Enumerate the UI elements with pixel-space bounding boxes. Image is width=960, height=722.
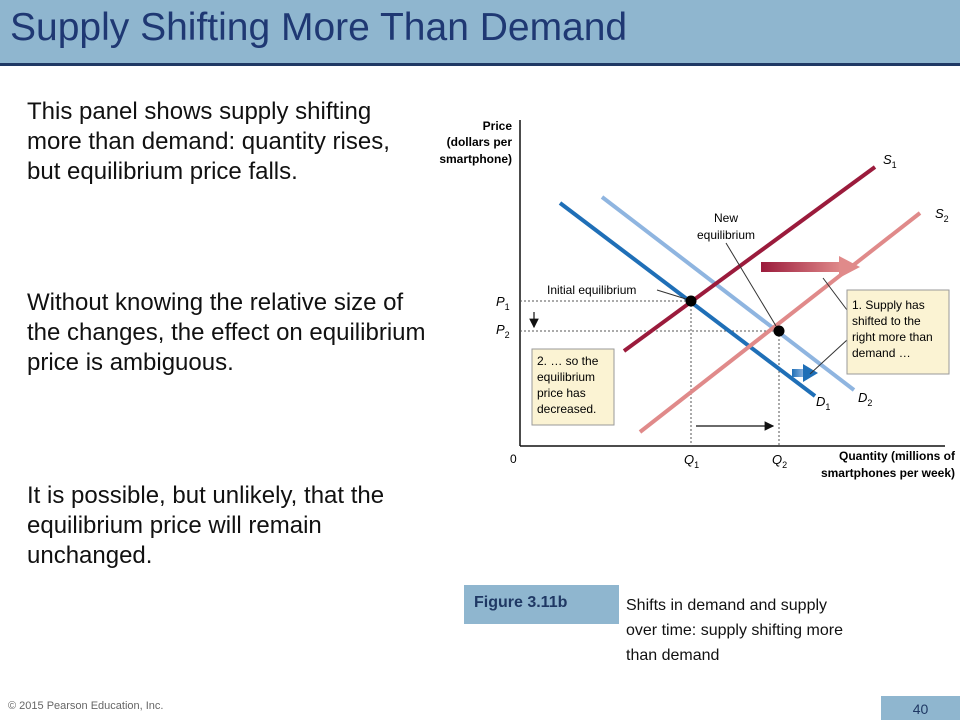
- initial-equilibrium-label: Initial equilibrium: [547, 283, 636, 297]
- new-equilibrium-leader: [725, 242, 777, 327]
- paragraph-1: This panel shows supply shifting more th…: [27, 98, 390, 185]
- callout-2-line-4: decreased.: [537, 402, 596, 416]
- callout-2-box: [531, 348, 615, 426]
- copyright-notice: © 2015 Pearson Education, Inc.: [8, 700, 164, 712]
- title-bar: Supply Shifting More Than Demand: [0, 0, 960, 66]
- origin-label: 0: [510, 452, 517, 466]
- new-equilibrium-label-line-2: equilibrium: [697, 228, 755, 242]
- q2-tick-label: Q2: [772, 452, 787, 470]
- initial-equilibrium-point: [685, 295, 697, 307]
- d2-label: D2: [858, 390, 872, 408]
- callout-2-line-3: price has: [537, 386, 586, 400]
- supply-curve-s1: [622, 165, 877, 353]
- demand-curve-d2: [600, 195, 856, 392]
- callout-2-line-2: equilibrium: [537, 370, 595, 384]
- d1-label: D1: [816, 394, 830, 412]
- figure-caption: Shifts in demand and supply over time: s…: [626, 597, 843, 664]
- callout-1-leader-b: [809, 339, 848, 375]
- initial-equilibrium-leader: [656, 289, 687, 300]
- callout-1-line-3: right more than: [852, 330, 933, 344]
- y-axis-label-line-1: Price: [483, 119, 513, 133]
- callout-1-box: [846, 289, 950, 375]
- supply-curve-s2: [638, 211, 922, 434]
- figure-label: Figure 3.11b: [464, 585, 619, 624]
- y-axis-label-line-2: (dollars per: [447, 135, 513, 149]
- p2-tick-label: P2: [496, 322, 510, 340]
- slide-title: Supply Shifting More Than Demand: [10, 6, 628, 49]
- callout-1-line-1: 1. Supply has: [852, 298, 925, 312]
- new-equilibrium-label-line-1: New: [714, 211, 738, 225]
- q1-tick-label: Q1: [684, 452, 699, 470]
- p1-tick-label: P1: [496, 294, 510, 312]
- paragraph-3: It is possible, but unlikely, that the e…: [27, 482, 385, 569]
- callout-2-line-1: 2. … so the: [537, 354, 599, 368]
- page-number: 40: [881, 696, 960, 720]
- new-equilibrium-point: [773, 325, 785, 337]
- y-axis-label-line-3: smartphone): [439, 152, 512, 166]
- callout-1-line-2: shifted to the: [852, 314, 921, 328]
- s2-label: S2: [935, 206, 949, 224]
- supply-shift-arrow: [761, 256, 860, 278]
- x-axis-label-line-1: Quantity (millions of: [839, 449, 956, 463]
- callout-1-leader-a: [822, 277, 848, 311]
- callout-1-line-4: demand …: [852, 346, 911, 360]
- supply-demand-diagram: Price (dollars per smartphone) 0 Quantit…: [439, 119, 956, 480]
- paragraph-2: Without knowing the relative size of the…: [27, 289, 426, 376]
- s1-label: S1: [883, 152, 897, 170]
- x-axis-label-line-2: smartphones per week): [821, 466, 955, 480]
